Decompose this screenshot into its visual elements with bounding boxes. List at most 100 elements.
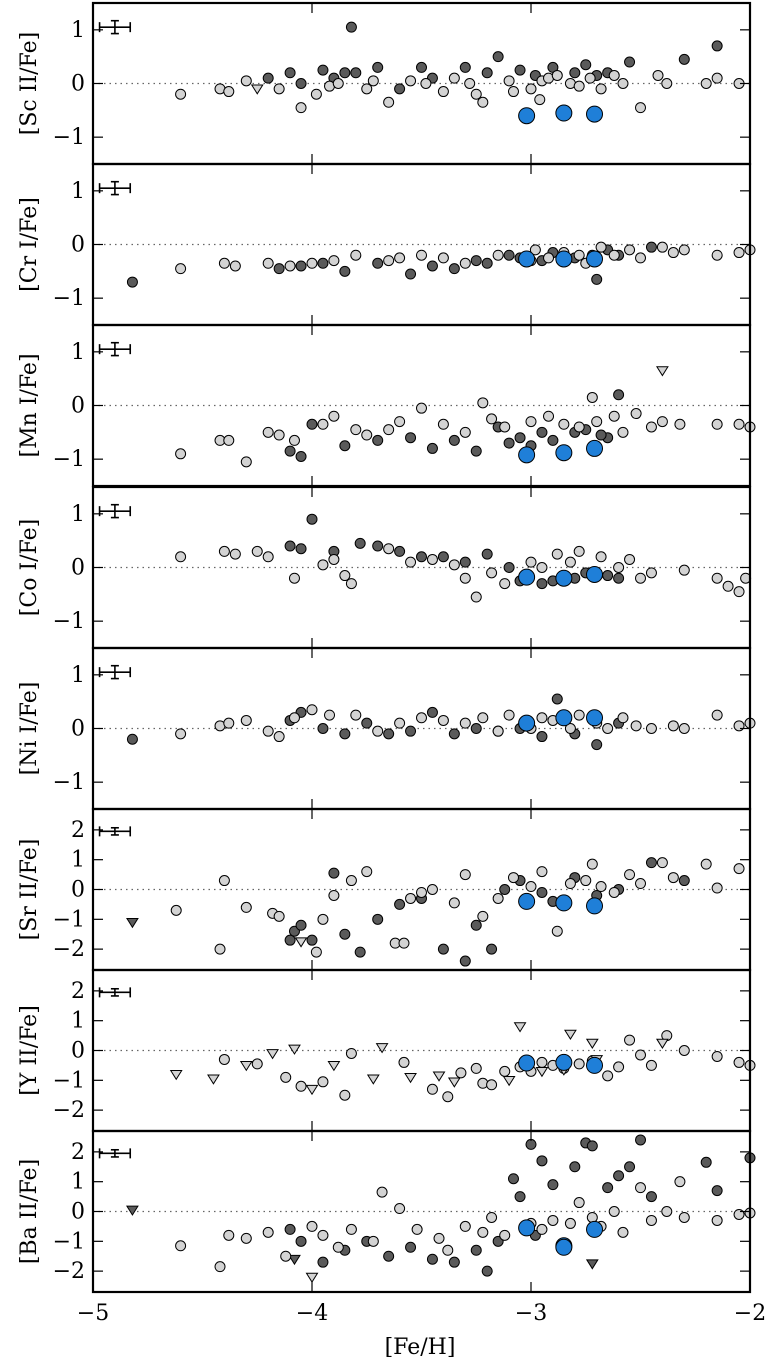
light-star-point [426,1083,438,1095]
dark-star-point [635,1134,646,1146]
dark-star-point [536,1155,548,1167]
dark-star-point [372,434,384,446]
light-star-point [306,704,318,716]
dark-star-point [306,418,318,430]
light-star-point [674,1176,686,1188]
dark-star-point [339,928,351,940]
light-star-point [608,886,620,898]
light-star-point [595,551,607,563]
dark-star-point [470,1244,482,1256]
dark-star-point [317,64,329,76]
light-star-point [558,418,570,430]
dark-star-point [273,263,285,275]
light-star-point [262,426,274,438]
light-star-point [573,80,585,92]
light-upper-limit-point [288,1044,301,1055]
x-tick-label: −5 [77,1301,109,1326]
light-star-point [470,88,482,100]
light-star-point [317,559,329,571]
dark-star-point [295,919,307,931]
dark-star-point [306,513,318,525]
light-star-point [492,249,504,261]
dark-star-point [328,867,340,879]
light-star-point [273,910,285,922]
light-star-point [543,410,555,422]
dark-star-point [426,260,438,272]
x-tick-label: −2 [734,1301,766,1326]
dark-star-point [284,540,296,552]
highlight-star-point [586,565,604,583]
dark-star-point [492,51,504,63]
light-upper-limit-point [564,1029,577,1040]
dark-star-point [372,257,384,269]
dark-star-point [595,429,607,441]
light-star-point [678,1045,690,1056]
dark-star-point [126,733,138,745]
dark-star-point [416,551,427,563]
dark-star-point [678,875,690,887]
dark-star-point [645,241,657,253]
y-axis-label: [Mn I/Fe] [17,353,42,457]
light-star-point [214,1261,226,1273]
dark-star-point [499,884,511,895]
light-star-point [477,397,489,409]
light-upper-limit-point [305,1272,319,1283]
highlight-star-point [555,569,573,587]
light-star-point [635,878,646,890]
dark-star-point [345,21,357,33]
dark-upper-limit-point [288,1254,301,1266]
highlight-star-point [518,1219,536,1237]
highlight-star-point [586,709,604,727]
light-star-point [240,901,252,913]
highlight-star-point [518,714,536,732]
light-star-point [547,1214,559,1226]
light-star-point [442,1244,454,1256]
light-star-point [405,75,417,87]
dark-star-point [580,59,592,71]
light-star-point [288,434,300,446]
light-star-point [499,421,511,433]
light-upper-limit-point [250,84,264,95]
light-star-point [617,1226,629,1238]
light-star-point [295,102,307,114]
dark-star-point [416,61,427,73]
light-star-point [295,1080,307,1092]
y-tick-label: 1 [71,502,85,527]
y-tick-label: 1 [71,1170,85,1195]
light-star-point [273,429,285,441]
light-star-point [635,1049,646,1061]
light-star-point [645,723,657,734]
dark-star-point [514,1191,526,1203]
dark-star-point [126,276,138,288]
light-star-point [711,572,723,584]
dark-star-point [317,257,329,269]
dark-star-point [503,437,515,449]
dark-star-point [459,955,471,967]
light-star-point [602,1070,614,1082]
panel-1: 1 0 −1 [Sc II/Fe] [17,1,752,166]
light-star-point [470,591,482,603]
dark-star-point [383,1250,395,1262]
light-star-point [383,255,395,267]
dark-star-point [284,67,296,79]
light-star-point [492,725,504,737]
light-star-point [507,86,519,98]
light-star-point [477,712,489,724]
y-tick-label: −2 [53,937,85,962]
light-star-point [345,875,357,887]
light-star-point [661,78,673,89]
light-star-point [383,543,395,555]
light-star-point [573,545,585,557]
light-star-point [416,402,427,414]
light-upper-limit-point [375,1043,389,1054]
light-star-point [394,717,406,729]
light-upper-limit-point [366,1074,380,1085]
x-axis: −5 −4 −3 −2 [77,1301,766,1326]
dark-star-point [613,1170,625,1182]
dark-star-point [437,943,449,955]
light-star-point [733,720,745,732]
light-upper-limit-point [585,1038,599,1049]
dark-star-point [481,548,493,560]
dark-star-point [514,432,526,444]
